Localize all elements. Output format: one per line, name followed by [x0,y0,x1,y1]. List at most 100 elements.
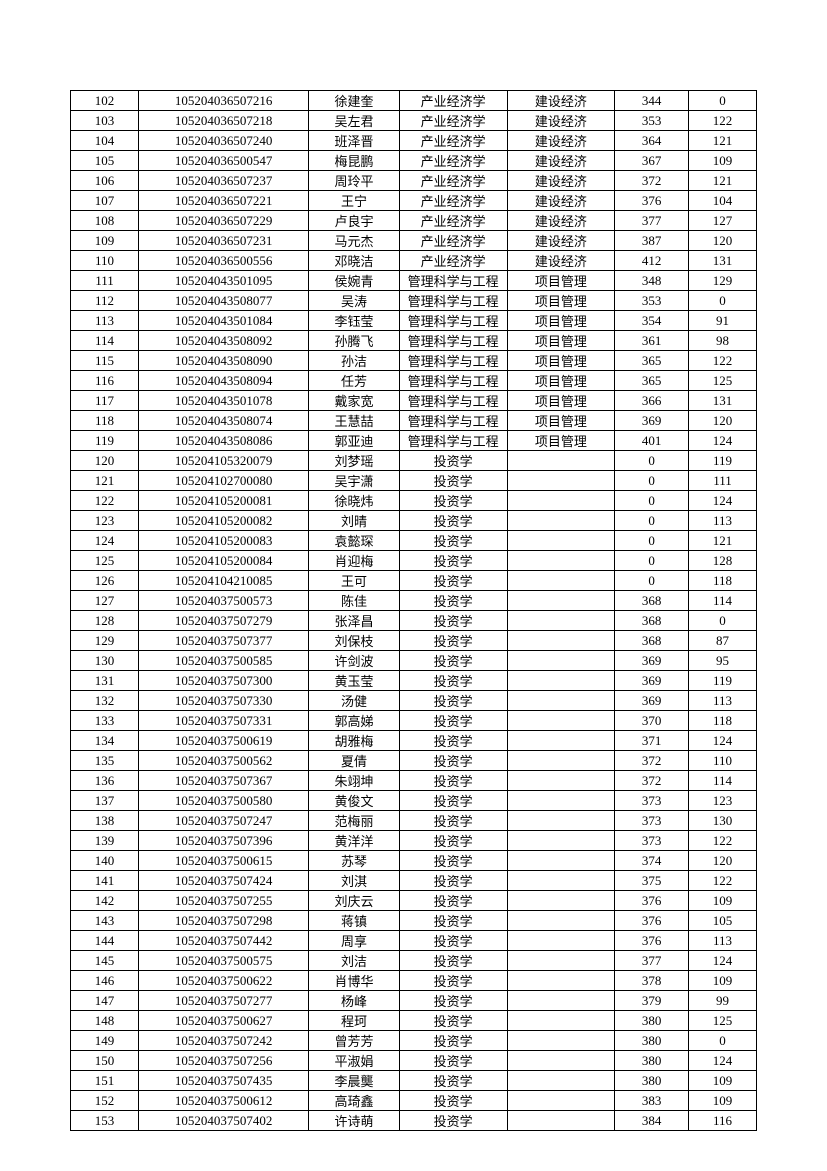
table-cell-col-2: 105204037507377 [139,631,309,651]
table-cell-col-1: 109 [71,231,139,251]
table-cell-col-6: 376 [615,931,689,951]
table-row: 134105204037500619胡雅梅投资学371124 [71,731,757,751]
table-cell-col-6: 369 [615,691,689,711]
table-cell-col-5 [507,1051,615,1071]
table-cell-col-6: 372 [615,751,689,771]
table-cell-col-7: 114 [688,591,756,611]
table-cell-col-1: 136 [71,771,139,791]
table-cell-col-7: 109 [688,1071,756,1091]
table-cell-col-6: 372 [615,171,689,191]
table-cell-col-5: 项目管理 [507,391,615,411]
table-cell-col-3: 平淑娟 [309,1051,400,1071]
table-cell-col-4: 投资学 [399,491,507,511]
table-cell-col-5 [507,751,615,771]
table-cell-col-1: 103 [71,111,139,131]
table-cell-col-4: 投资学 [399,1111,507,1131]
table-cell-col-6: 376 [615,911,689,931]
table-cell-col-1: 143 [71,911,139,931]
table-cell-col-7: 122 [688,871,756,891]
table-cell-col-3: 郭高娣 [309,711,400,731]
table-cell-col-5 [507,631,615,651]
table-cell-col-1: 119 [71,431,139,451]
table-cell-col-1: 146 [71,971,139,991]
table-cell-col-5 [507,891,615,911]
table-cell-col-5: 项目管理 [507,371,615,391]
table-cell-col-1: 126 [71,571,139,591]
table-row: 120105204105320079刘梦瑶投资学0119 [71,451,757,471]
table-row: 126105204104210085王可投资学0118 [71,571,757,591]
table-cell-col-4: 管理科学与工程 [399,351,507,371]
table-cell-col-2: 105204037500573 [139,591,309,611]
table-cell-col-2: 105204037500612 [139,1091,309,1111]
table-cell-col-7: 118 [688,571,756,591]
table-cell-col-5 [507,571,615,591]
table-cell-col-5 [507,771,615,791]
table-row: 113105204043501084李钰莹管理科学与工程项目管理35491 [71,311,757,331]
table-row: 135105204037500562夏倩投资学372110 [71,751,757,771]
table-cell-col-5 [507,971,615,991]
table-cell-col-7: 113 [688,691,756,711]
table-row: 145105204037500575刘洁投资学377124 [71,951,757,971]
table-cell-col-3: 吴宇潇 [309,471,400,491]
table-cell-col-3: 夏倩 [309,751,400,771]
table-cell-col-7: 118 [688,711,756,731]
table-cell-col-4: 产业经济学 [399,251,507,271]
table-row: 141105204037507424刘淇投资学375122 [71,871,757,891]
table-cell-col-1: 110 [71,251,139,271]
table-cell-col-2: 105204037507367 [139,771,309,791]
table-cell-col-6: 387 [615,231,689,251]
table-cell-col-7: 119 [688,671,756,691]
table-cell-col-6: 372 [615,771,689,791]
table-cell-col-7: 105 [688,911,756,931]
table-row: 103105204036507218吴左君产业经济学建设经济353122 [71,111,757,131]
table-cell-col-1: 130 [71,651,139,671]
table-cell-col-3: 黄俊文 [309,791,400,811]
table-cell-col-2: 105204037507247 [139,811,309,831]
table-row: 148105204037500627程珂投资学380125 [71,1011,757,1031]
table-cell-col-2: 105204037500562 [139,751,309,771]
table-cell-col-4: 投资学 [399,571,507,591]
table-cell-col-2: 105204036507221 [139,191,309,211]
table-row: 114105204043508092孙腾飞管理科学与工程项目管理36198 [71,331,757,351]
table-cell-col-7: 109 [688,891,756,911]
table-cell-col-2: 105204037507279 [139,611,309,631]
table-cell-col-7: 129 [688,271,756,291]
data-table: 102105204036507216徐建奎产业经济学建设经济3440103105… [70,90,757,1131]
table-cell-col-5 [507,811,615,831]
table-cell-col-5 [507,991,615,1011]
table-cell-col-1: 121 [71,471,139,491]
table-cell-col-2: 105204037507330 [139,691,309,711]
table-cell-col-2: 105204037507442 [139,931,309,951]
table-cell-col-3: 肖迎梅 [309,551,400,571]
table-cell-col-7: 0 [688,91,756,111]
table-cell-col-6: 353 [615,111,689,131]
table-row: 143105204037507298蒋镇投资学376105 [71,911,757,931]
table-cell-col-3: 王宁 [309,191,400,211]
table-row: 116105204043508094任芳管理科学与工程项目管理365125 [71,371,757,391]
table-cell-col-5 [507,591,615,611]
table-cell-col-6: 373 [615,791,689,811]
table-cell-col-4: 投资学 [399,1031,507,1051]
table-row: 124105204105200083袁懿琛投资学0121 [71,531,757,551]
table-cell-col-4: 产业经济学 [399,131,507,151]
table-row: 122105204105200081徐晓炜投资学0124 [71,491,757,511]
table-cell-col-7: 114 [688,771,756,791]
table-cell-col-7: 130 [688,811,756,831]
table-cell-col-4: 投资学 [399,931,507,951]
table-cell-col-5: 项目管理 [507,351,615,371]
table-cell-col-3: 刘梦瑶 [309,451,400,471]
table-cell-col-2: 105204105200084 [139,551,309,571]
table-cell-col-3: 马元杰 [309,231,400,251]
table-row: 110105204036500556邓晓洁产业经济学建设经济412131 [71,251,757,271]
table-cell-col-2: 105204037507277 [139,991,309,1011]
table-cell-col-6: 377 [615,211,689,231]
table-cell-col-4: 投资学 [399,711,507,731]
table-row: 112105204043508077吴涛管理科学与工程项目管理3530 [71,291,757,311]
table-cell-col-4: 管理科学与工程 [399,411,507,431]
table-cell-col-7: 116 [688,1111,756,1131]
table-cell-col-7: 121 [688,171,756,191]
table-cell-col-5 [507,791,615,811]
table-cell-col-4: 投资学 [399,671,507,691]
table-cell-col-6: 401 [615,431,689,451]
table-row: 140105204037500615苏琴投资学374120 [71,851,757,871]
